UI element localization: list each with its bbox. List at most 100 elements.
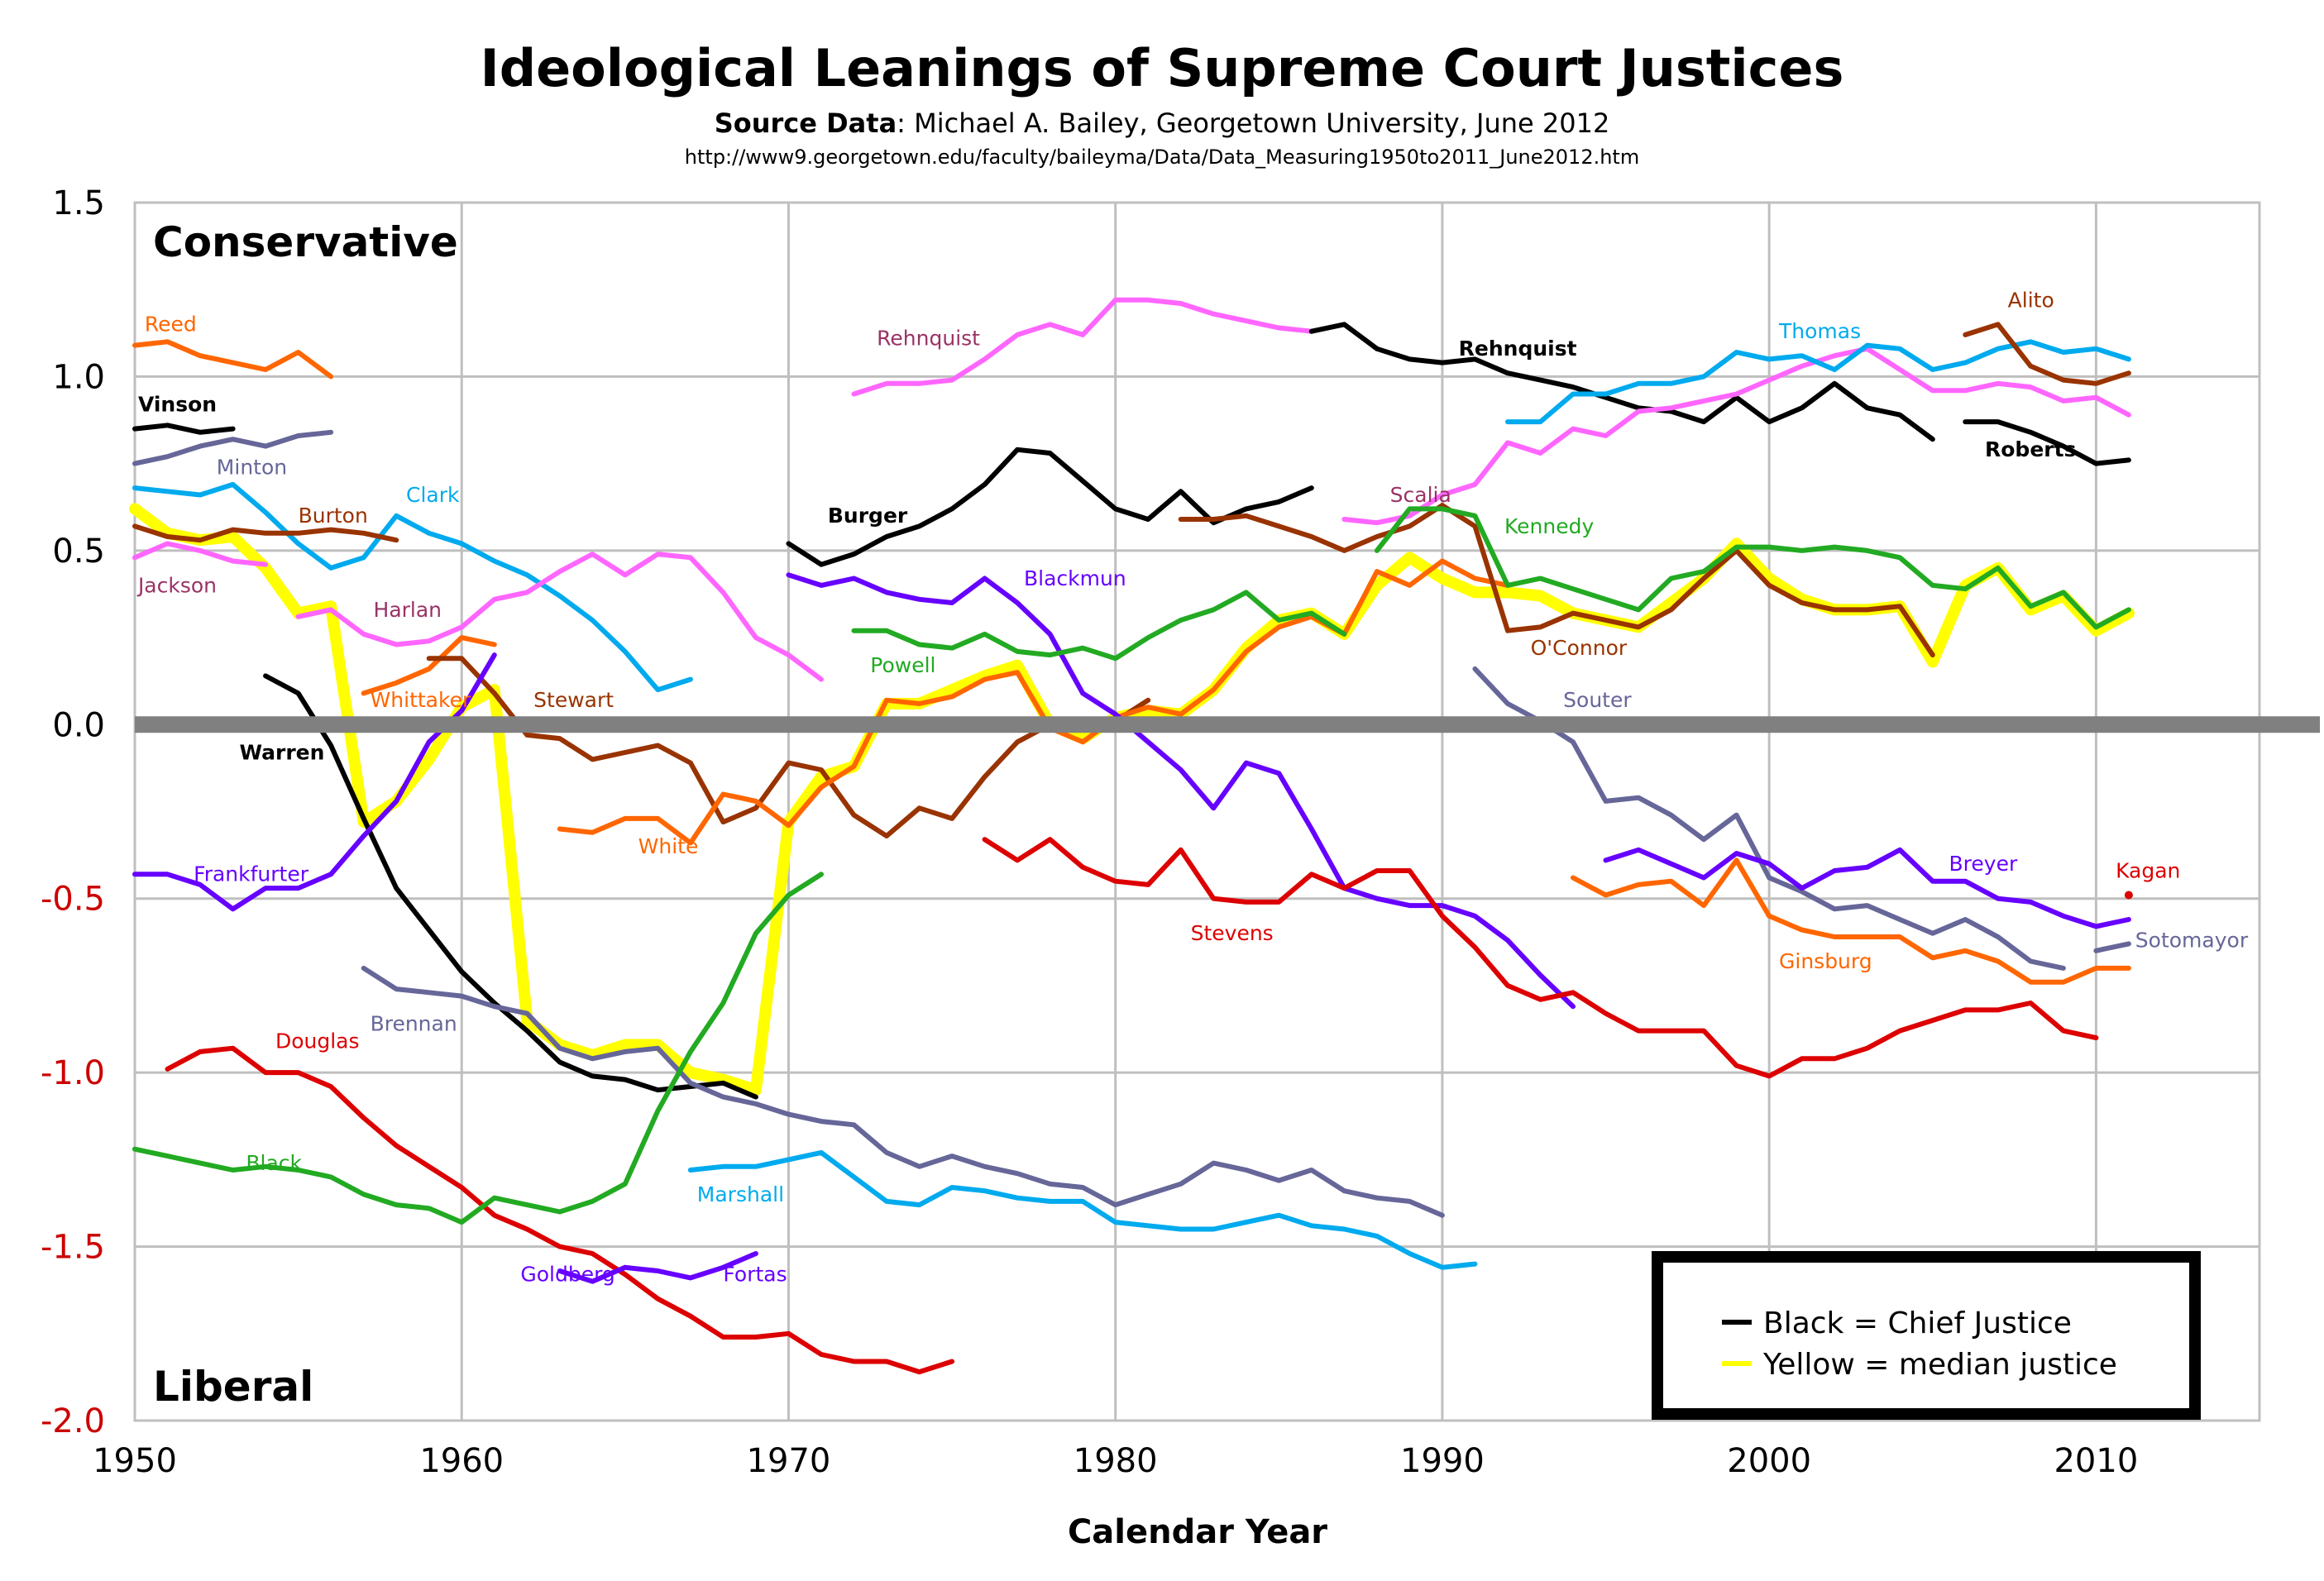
series-line-oconnor [1178, 503, 1935, 658]
series-line-frankfurter [132, 652, 497, 912]
y-tick-label: 0.0 [52, 706, 105, 744]
series-label-brennan: Brennan [371, 1012, 457, 1036]
series-line-roberts [1963, 419, 2131, 466]
series-line-scalia [1341, 346, 2131, 526]
x-tick-label: 1970 [747, 1442, 831, 1480]
y-tick-label: -1.5 [41, 1229, 105, 1267]
series-label-thomas: Thomas [1778, 319, 1861, 343]
series-line-warren [263, 673, 758, 1100]
series-line-median [129, 503, 2135, 1096]
series-line-marshall [687, 1149, 1478, 1270]
series-line-douglas [165, 1045, 955, 1375]
series-line-white [557, 558, 1510, 846]
series-line-souter [1472, 666, 2066, 971]
series-label-kennedy: Kennedy [1504, 514, 1594, 538]
series-label-powell: Powell [870, 653, 935, 677]
series-label-jackson: Jackson [136, 573, 217, 597]
series-label-warren: Warren [239, 740, 324, 764]
series-label-black: Black [246, 1151, 302, 1175]
series-line-burton [132, 523, 399, 543]
series-line-clark [132, 481, 693, 693]
series-line-powell [851, 590, 1347, 662]
conservative-label: Conservative [153, 218, 458, 266]
legend-box [1652, 1251, 2201, 1420]
series-label-kagan: Kagan [2116, 858, 2180, 882]
legend-entry-median: Yellow = median justice [1762, 1348, 2117, 1382]
series-line-goldberg [557, 1264, 628, 1284]
series-label-vinson: Vinson [138, 393, 217, 417]
liberal-label: Liberal [153, 1363, 313, 1411]
y-tick-label: -2.0 [41, 1402, 105, 1440]
series-labels: Reed Vinson Minton Clark Burton Jackson Harlan… [136, 288, 2249, 1286]
series-line-rehnquist_cj [1308, 322, 1935, 442]
series-label-souter: Souter [1563, 688, 1632, 712]
series-label-stewart: Stewart [533, 688, 614, 712]
series-label-marshall: Marshall [697, 1182, 784, 1206]
series-line-breyer [1603, 847, 2131, 929]
series-label-stevens: Stevens [1191, 921, 1274, 945]
series-label-douglas: Douglas [275, 1029, 360, 1053]
x-tick-label: 1980 [1074, 1442, 1158, 1480]
x-tick-label: 1990 [1400, 1442, 1485, 1480]
series-label-frankfurter: Frankfurter [194, 862, 309, 886]
series-line-rehnquist_a [851, 297, 1314, 397]
series-label-rehnquist_cj: Rehnquist [1459, 337, 1577, 361]
chart-title: Ideological Leanings of Supreme Court Ju… [480, 38, 1844, 98]
series-label-burton: Burton [299, 504, 368, 528]
series-label-scalia: Scalia [1390, 483, 1451, 507]
series-line-fortas [622, 1251, 758, 1281]
series-line-whittaker [361, 635, 497, 696]
series-line-kennedy [1374, 506, 2131, 630]
y-tick-label: 1.5 [52, 184, 105, 222]
series-label-sotomayor: Sotomayor [2135, 929, 2249, 953]
series-label-rehnquist_a: Rehnquist [877, 327, 980, 351]
source-text: : Michael A. Bailey, Georgetown Universi… [897, 107, 1610, 139]
series-label-breyer: Breyer [1949, 852, 2018, 876]
series-label-white: White [638, 834, 699, 858]
source-line: Source Data: Michael A. Bailey, Georgeto… [0, 107, 2324, 139]
series-label-harlan: Harlan [374, 598, 442, 622]
series-label-reed: Reed [145, 313, 197, 337]
x-tick-label: 1960 [419, 1442, 504, 1480]
series-label-burger: Burger [828, 504, 908, 528]
series-label-goldberg: Goldberg [520, 1263, 614, 1287]
series-line-jackson [132, 541, 269, 567]
series-line-minton [132, 429, 334, 466]
series-line-sotomayor [2093, 941, 2131, 953]
series-line-ginsburg [1571, 857, 2131, 985]
series-line-brennan [361, 965, 1445, 1218]
x-tick-label: 2010 [2054, 1442, 2138, 1480]
x-tick-label: 1950 [93, 1442, 177, 1480]
series-label-minton: Minton [217, 455, 287, 479]
x-axis-label: Calendar Year [1068, 1513, 1327, 1551]
y-tick-label: -0.5 [41, 881, 105, 919]
series-label-alito: Alito [2008, 288, 2054, 312]
series-line-alito [1963, 322, 2131, 386]
series-point-kagan [2124, 891, 2133, 900]
series-line-harlan [295, 552, 824, 682]
x-tick-label: 2000 [1727, 1442, 1811, 1480]
series-label-whittaker: Whittaker [371, 688, 471, 712]
source-label: Source Data [714, 107, 897, 139]
series-label-ginsburg: Ginsburg [1779, 949, 1872, 973]
legend: Black = Chief Justice Yellow = median ju… [1652, 1251, 2201, 1420]
source-url: http://www9.georgetown.edu/faculty/baile… [684, 146, 1640, 169]
series-lines [129, 297, 2135, 1375]
series-line-black [132, 872, 824, 1225]
series-line-vinson [132, 423, 236, 435]
series-line-stewart [426, 656, 1151, 838]
y-tick-label: 1.0 [52, 358, 105, 396]
series-label-fortas: Fortas [723, 1263, 787, 1287]
series-line-reed [132, 339, 334, 380]
series-label-roberts: Roberts [1985, 437, 2076, 461]
series-line-stevens [982, 837, 2099, 1079]
y-tick-label: 0.5 [52, 533, 105, 571]
legend-entry-chief: Black = Chief Justice [1763, 1306, 2072, 1340]
series-line-thomas [1505, 339, 2131, 425]
y-tick-label: -1.0 [41, 1054, 105, 1092]
plot-border [133, 201, 2261, 1422]
grid [133, 201, 2261, 1422]
series-label-clark: Clark [406, 483, 460, 507]
